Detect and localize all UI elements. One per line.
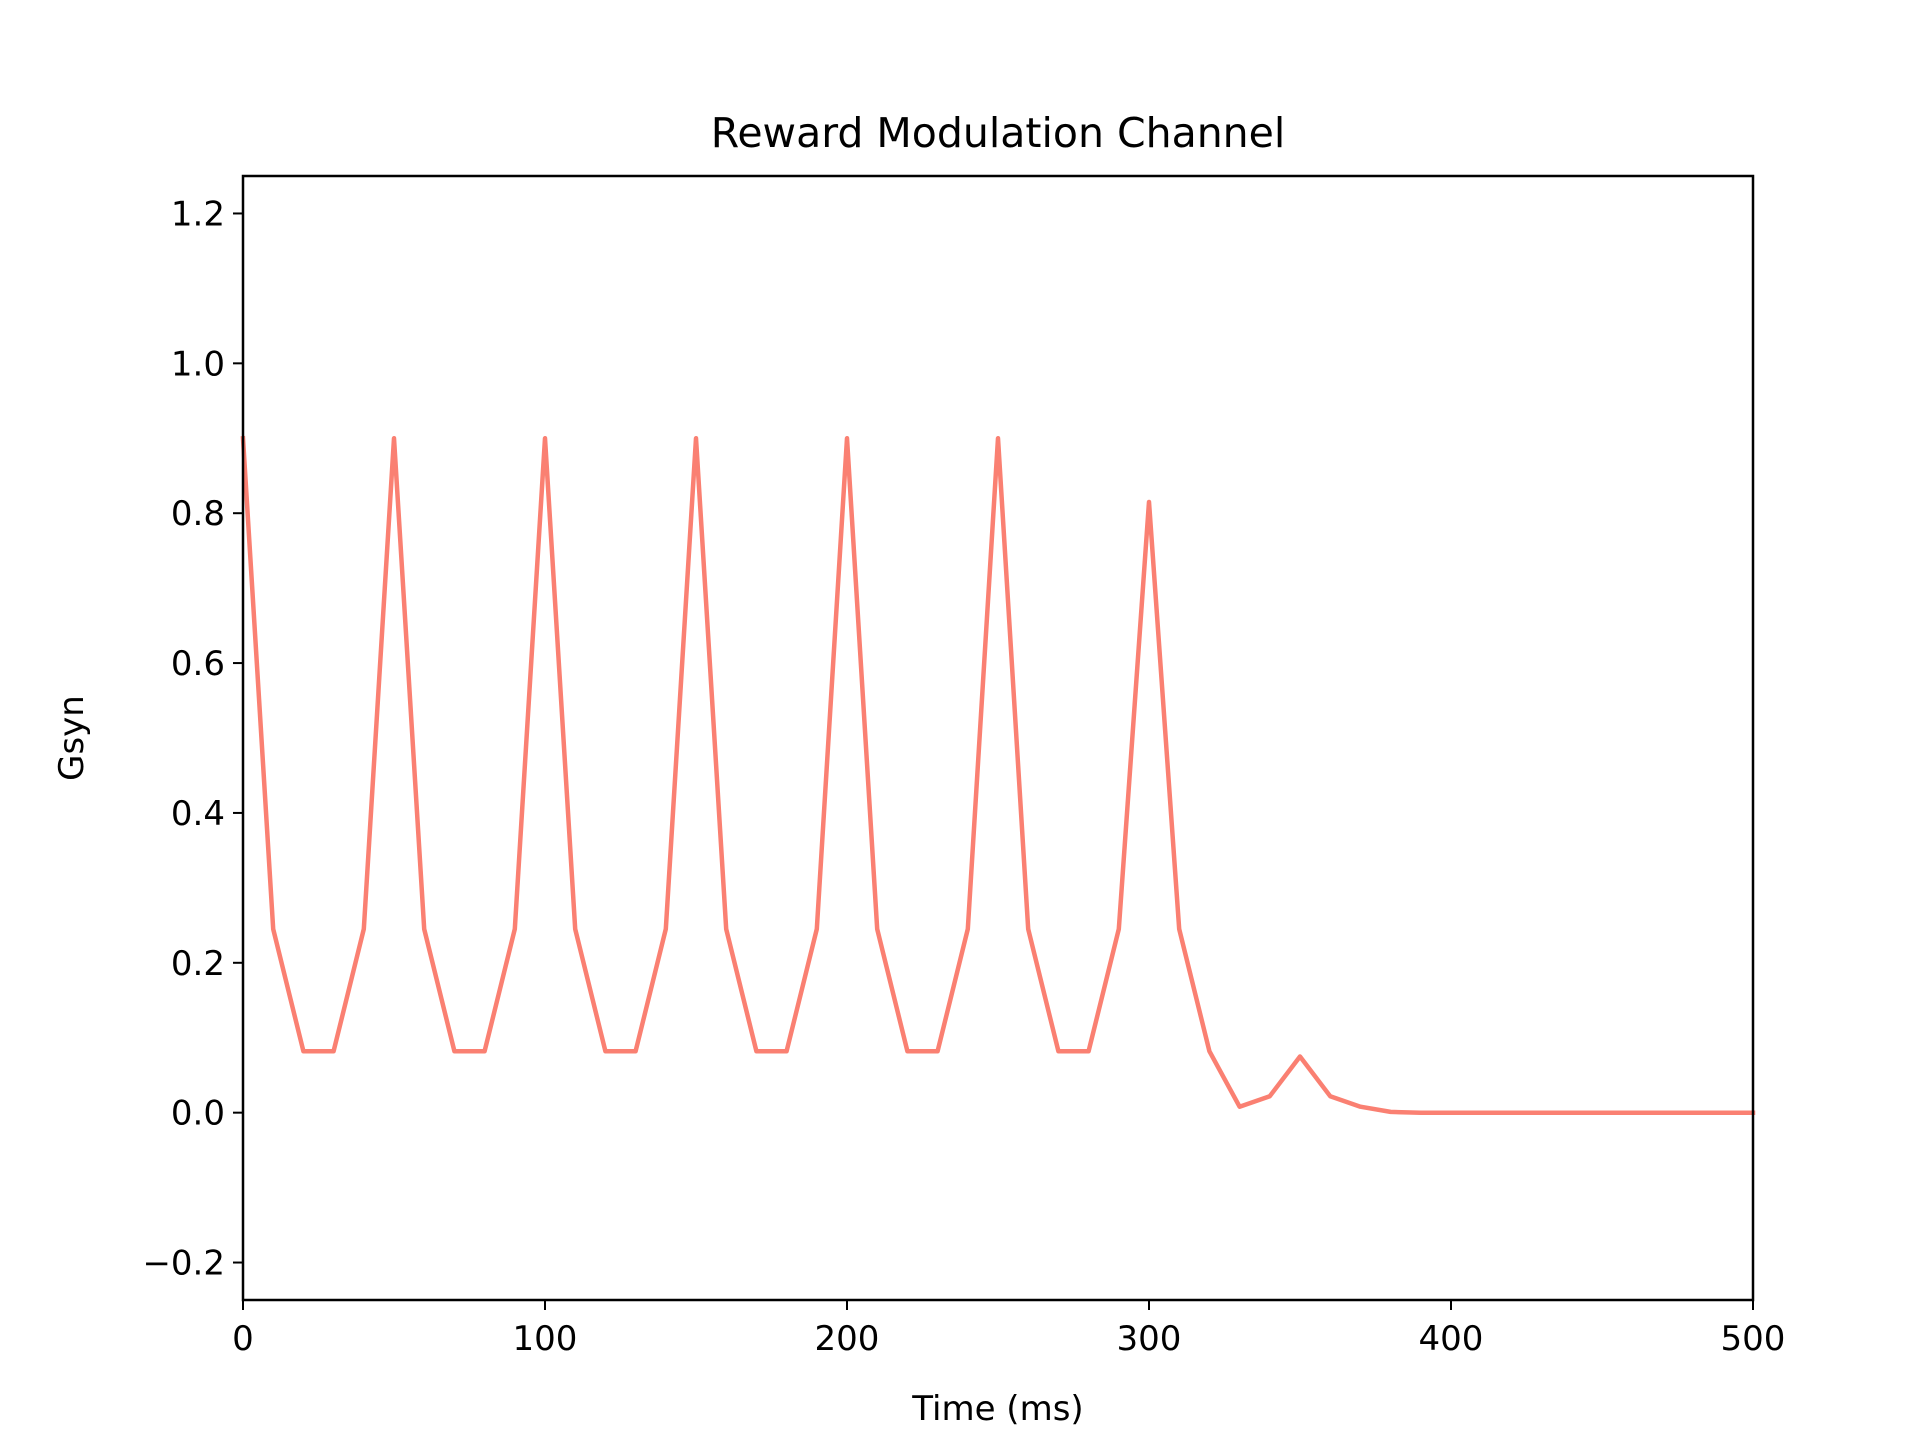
y-tick-label: 0.4 bbox=[171, 794, 225, 834]
x-tick-label: 100 bbox=[513, 1319, 578, 1359]
x-tick-label: 300 bbox=[1117, 1319, 1182, 1359]
x-tick-label: 500 bbox=[1721, 1319, 1786, 1359]
y-tick-label: 1.2 bbox=[171, 194, 225, 234]
x-tick-label: 200 bbox=[815, 1319, 880, 1359]
chart-title: Reward Modulation Channel bbox=[711, 109, 1286, 157]
series-layer bbox=[240, 435, 1756, 1115]
y-tick-label: 0.0 bbox=[171, 1094, 225, 1134]
x-axis-label: Time (ms) bbox=[911, 1389, 1083, 1429]
x-tick-label: 0 bbox=[232, 1319, 254, 1359]
y-tick-label: 1.0 bbox=[171, 344, 225, 384]
plot-area-frame bbox=[241, 174, 1755, 1302]
y-tick-label: 0.6 bbox=[171, 644, 225, 684]
y-axis-label: Gsyn bbox=[52, 695, 92, 781]
series-line bbox=[240, 435, 1756, 1115]
y-axis-ticks: −0.2 0.0 0.2 0.4 0.6 0.8 1.0 1.2 bbox=[142, 194, 243, 1284]
y-tick-label: 0.2 bbox=[171, 944, 225, 984]
y-tick-label: −0.2 bbox=[142, 1244, 225, 1284]
x-tick-label: 400 bbox=[1419, 1319, 1484, 1359]
x-axis-ticks: 0 100 200 300 400 500 bbox=[232, 1300, 1785, 1359]
y-tick-label: 0.8 bbox=[171, 494, 225, 534]
